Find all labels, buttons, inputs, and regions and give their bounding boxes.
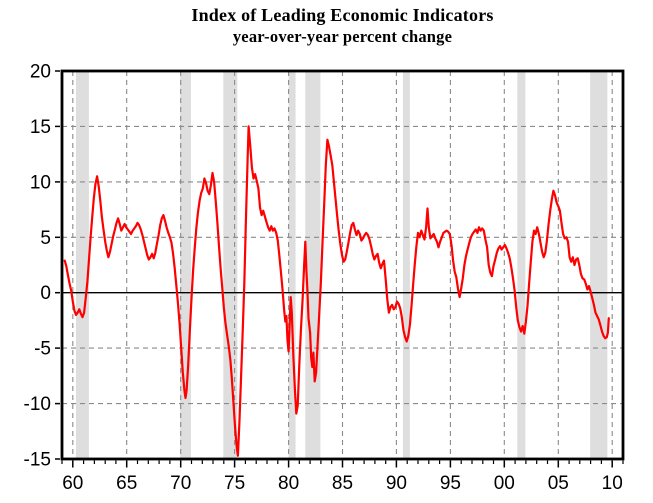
x-tick-label-95: 95 xyxy=(440,473,461,494)
x-tick-label-90: 90 xyxy=(386,473,407,494)
recession-band xyxy=(305,71,321,459)
x-tick-label-00: 00 xyxy=(494,473,515,494)
recession-band xyxy=(76,71,89,459)
plot-border xyxy=(60,69,625,461)
x-tick-label-05: 05 xyxy=(548,473,569,494)
recession-band xyxy=(402,71,410,459)
recession-band xyxy=(517,71,526,459)
x-tick-label-60: 60 xyxy=(62,473,83,494)
recession-band xyxy=(288,71,296,459)
recession-band xyxy=(590,71,608,459)
y-tick-label-20: 20 xyxy=(30,62,51,83)
x-tick-label-75: 75 xyxy=(224,473,245,494)
y-tick-label--15: -15 xyxy=(24,450,51,471)
y-tick-label-10: 10 xyxy=(30,172,51,193)
x-tick-label-65: 65 xyxy=(116,473,137,494)
y-tick-label--10: -10 xyxy=(24,394,51,415)
x-tick-label-80: 80 xyxy=(278,473,299,494)
x-tick-label-10: 10 xyxy=(602,473,623,494)
recession-band xyxy=(180,71,191,459)
y-tick-label-15: 15 xyxy=(30,117,51,138)
x-tick-label-70: 70 xyxy=(170,473,191,494)
lei-data-line xyxy=(63,125,610,457)
chart-title: Index of Leading Economic Indicators xyxy=(191,5,494,25)
y-tick-label-0: 0 xyxy=(40,283,51,304)
y-tick-label-5: 5 xyxy=(40,228,51,249)
recession-band xyxy=(223,71,238,459)
x-tick-label-85: 85 xyxy=(332,473,353,494)
y-tick-label--5: -5 xyxy=(34,339,51,360)
chart-subtitle: year-over-year percent change xyxy=(232,27,453,46)
chart-title-block: Index of Leading Economic Indicators yea… xyxy=(62,4,623,47)
